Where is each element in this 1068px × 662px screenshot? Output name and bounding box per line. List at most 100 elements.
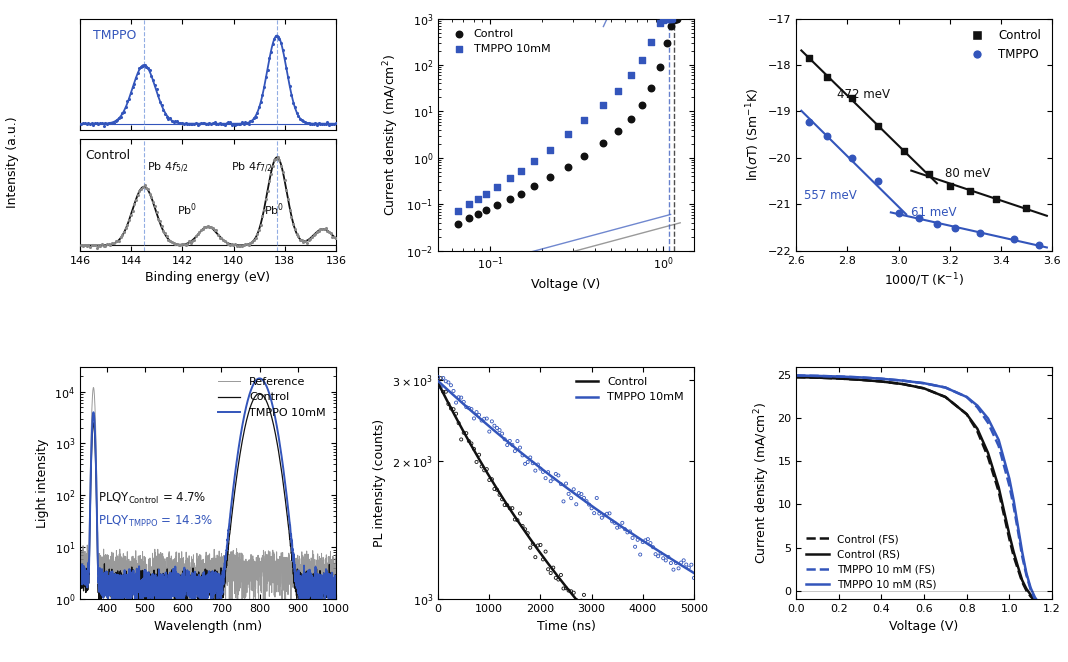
Point [254, 211, 271, 222]
Point [609, 522, 626, 533]
Point [678, 559, 695, 570]
Point [169, 238, 186, 249]
TMPPO 10 mM (FS) [971, 403, 984, 411]
Control [460, 213, 477, 224]
Point [570, 603, 587, 614]
Control (FS) [960, 410, 973, 418]
Point [475, 414, 492, 424]
Point [890, 207, 907, 218]
Control [633, 99, 650, 110]
Control (FS) [1003, 535, 1016, 543]
TMPPO 10 mM (RS) [811, 372, 823, 380]
Point [524, 538, 541, 549]
Point [95, 120, 112, 131]
Point [126, 79, 143, 89]
Point [300, 235, 317, 246]
Point [255, 205, 272, 215]
TMPPO 10mM [74, 573, 87, 581]
Point [462, 438, 480, 449]
Point [131, 62, 148, 73]
TMPPO 10 mM (FS) [960, 393, 973, 401]
Point [320, 119, 337, 130]
TMPPO 10 mM (RS) [853, 373, 866, 381]
Point [506, 446, 523, 456]
Point [473, 461, 490, 472]
Point [318, 226, 335, 236]
X-axis label: 1000/T (K$^{-1}$): 1000/T (K$^{-1}$) [884, 271, 964, 289]
Point [293, 234, 310, 245]
Point [112, 111, 129, 122]
Point [468, 457, 485, 467]
Point [576, 493, 593, 503]
Point [591, 618, 608, 629]
Y-axis label: ln($\sigma$T) (Sm$^{-1}$K): ln($\sigma$T) (Sm$^{-1}$K) [744, 88, 763, 181]
Point [232, 118, 249, 129]
Point [230, 119, 247, 130]
Control (RS) [1046, 612, 1058, 620]
TMPPO 10mM [663, 13, 680, 24]
Control (RS) [960, 410, 973, 418]
Point [183, 119, 200, 130]
Point [680, 563, 697, 573]
Point [682, 559, 700, 570]
Point [578, 496, 595, 506]
Line: TMPPO 10mM: TMPPO 10mM [80, 379, 335, 601]
Point [488, 485, 505, 495]
Point [578, 602, 595, 613]
Point [475, 465, 492, 475]
Point [170, 240, 187, 250]
Point [642, 538, 659, 548]
Point [640, 534, 657, 544]
Point [177, 118, 194, 128]
Point [242, 237, 260, 248]
Point [112, 232, 129, 242]
TMPPO 10mM [191, 591, 204, 598]
Point [206, 224, 223, 235]
TMPPO 10 mM (FS) [790, 371, 803, 379]
Point [288, 107, 305, 118]
Point [83, 240, 100, 251]
TMPPO 10 mM (FS) [811, 372, 823, 380]
Point [289, 111, 307, 121]
Point [609, 644, 626, 655]
Point [437, 387, 454, 397]
Point [157, 228, 174, 238]
Point [184, 119, 201, 130]
Point [187, 118, 204, 128]
Point [624, 533, 641, 544]
TMPPO 10mM [323, 597, 335, 605]
Point [473, 415, 490, 426]
Point [223, 239, 240, 250]
TMPPO 10 mM (RS) [992, 436, 1005, 444]
TMPPO 10 mM (FS) [1041, 612, 1054, 620]
TMPPO 10 mM (FS) [853, 373, 866, 381]
Point [238, 238, 255, 249]
TMPPO 10 mM (RS) [981, 414, 994, 422]
Point [152, 97, 169, 108]
Point [150, 89, 167, 100]
Point [616, 647, 633, 657]
Point [144, 74, 161, 85]
Point [327, 118, 344, 128]
Control (FS) [1024, 592, 1037, 600]
Point [471, 449, 488, 460]
Line: Control (FS): Control (FS) [797, 377, 1052, 616]
Point [198, 222, 215, 232]
Point [583, 503, 600, 514]
Point [491, 489, 508, 500]
TMPPO 10 mM (RS) [1028, 593, 1041, 601]
Point [447, 408, 465, 419]
Control [659, 38, 676, 48]
Point [844, 93, 861, 104]
Point [204, 223, 221, 234]
Point [84, 120, 101, 130]
Text: TMPPO: TMPPO [93, 28, 137, 42]
Point [298, 238, 315, 248]
Point [433, 373, 450, 383]
Point [521, 542, 538, 553]
Y-axis label: PL intensity (counts): PL intensity (counts) [374, 419, 387, 547]
Point [170, 118, 187, 128]
Point [136, 180, 153, 191]
Point [132, 62, 150, 72]
Point [675, 555, 692, 565]
